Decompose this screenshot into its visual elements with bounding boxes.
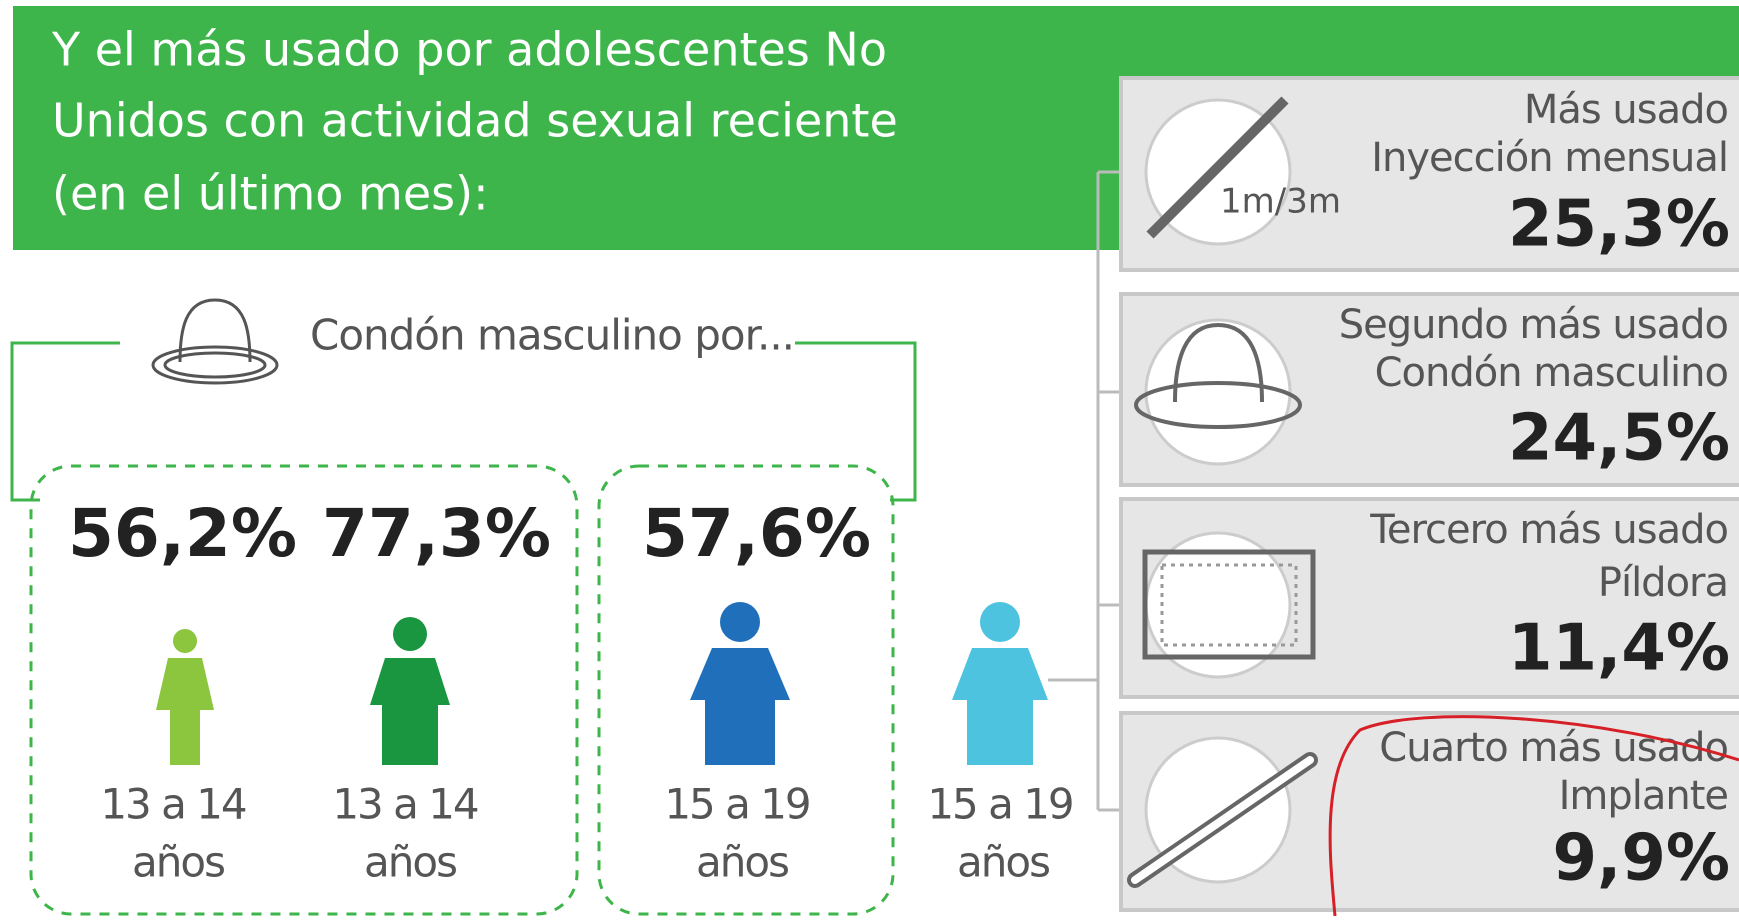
group-box (29, 464, 579, 916)
age: años (696, 838, 788, 887)
figure (156, 629, 214, 765)
title-line: (en el último mes): (52, 167, 489, 221)
card: Cuarto más usado Implante 9,9% (1119, 711, 1739, 912)
group-box (597, 464, 895, 916)
card: 1m/3m Más usado Inyección mensual 25,3% (1119, 76, 1739, 272)
annotation-circle (1328, 715, 1739, 917)
figure (952, 602, 1048, 765)
rank: Tercero más usado (1369, 507, 1728, 553)
card: Tercero más usado Píldora 11,4% (1119, 497, 1739, 699)
card-percent: 25,3% (1508, 188, 1730, 262)
bracket (10, 341, 917, 502)
age: 15 a 19 (927, 780, 1072, 829)
connector (1048, 170, 1122, 812)
card-percent: 9,9% (1553, 822, 1731, 896)
percent: 77,3% (322, 495, 551, 572)
card: Segundo más usado Condón masculino 24,5% (1119, 292, 1739, 487)
age: años (364, 838, 456, 887)
title-line: Y el más usado por adolescentes No (51, 23, 887, 77)
age: 13 a 14 (332, 780, 478, 829)
method: Píldora (1598, 560, 1728, 606)
figure (690, 602, 790, 765)
card-percent: 24,5% (1508, 402, 1730, 476)
age: 13 a 14 (100, 780, 246, 829)
condom-icon (151, 298, 279, 385)
icon-text: 1m/3m (1220, 182, 1341, 222)
rank: Segundo más usado (1339, 302, 1728, 348)
figure (370, 617, 450, 765)
condom-label: Condón masculino por... (310, 311, 794, 360)
method: Inyección mensual (1371, 135, 1728, 181)
percent: 56,2% (68, 495, 297, 572)
percent: 57,6% (642, 495, 871, 572)
rank: Cuarto más usado (1379, 725, 1728, 771)
age: años (132, 838, 224, 887)
card-percent: 11,4% (1508, 612, 1730, 686)
method: Implante (1559, 773, 1728, 819)
method: Condón masculino (1375, 350, 1728, 396)
title-line: Unidos con actividad sexual reciente (52, 94, 898, 148)
rank: Más usado (1524, 87, 1728, 133)
age: 15 a 19 (664, 780, 809, 829)
age: años (957, 838, 1049, 887)
